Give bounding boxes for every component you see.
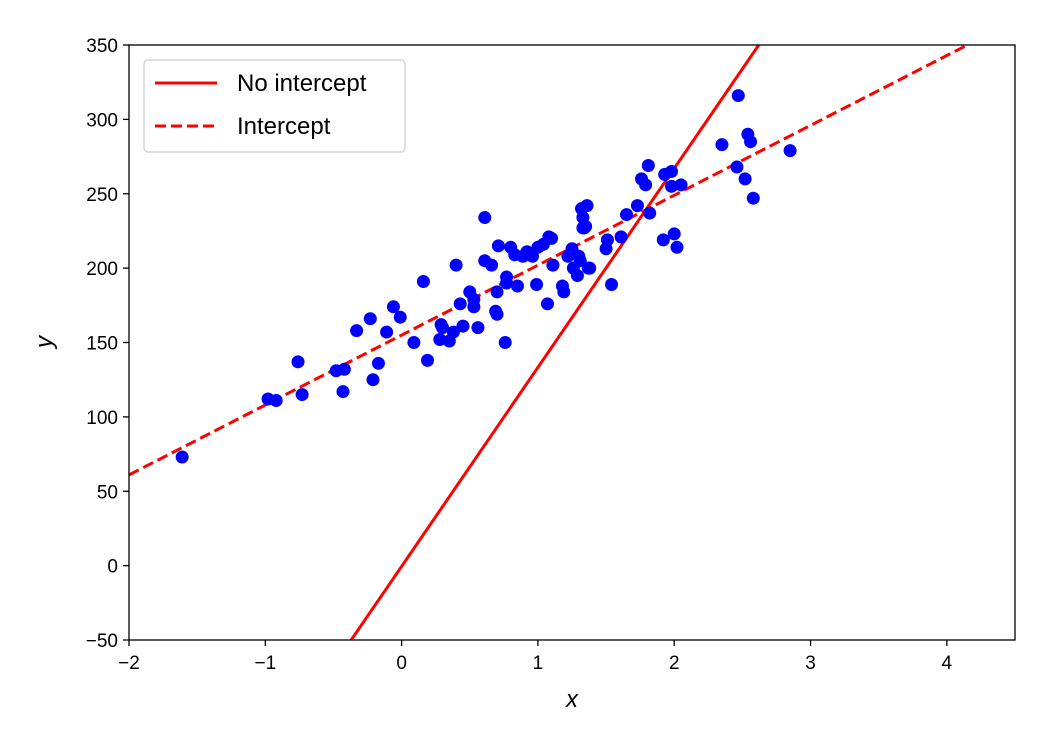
data-point bbox=[485, 258, 499, 272]
data-point bbox=[738, 172, 752, 186]
data-point bbox=[583, 261, 597, 275]
data-point bbox=[366, 373, 380, 387]
data-point bbox=[175, 450, 189, 464]
data-point bbox=[545, 231, 559, 245]
data-point bbox=[667, 227, 681, 241]
y-axis: −50 0 50 100 150 200 250 300 350 bbox=[86, 36, 129, 652]
data-point bbox=[446, 325, 460, 339]
data-point bbox=[579, 219, 593, 233]
y-tick-label: 300 bbox=[86, 110, 118, 131]
data-point bbox=[436, 321, 450, 335]
data-point bbox=[393, 310, 407, 324]
data-point bbox=[614, 230, 628, 244]
x-tick-label: 4 bbox=[942, 653, 953, 674]
legend: No intercept Intercept bbox=[143, 59, 406, 153]
data-point bbox=[530, 277, 544, 291]
data-point bbox=[386, 300, 400, 314]
x-tick-label: 1 bbox=[533, 653, 544, 674]
x-tick-label: 3 bbox=[805, 653, 816, 674]
data-point bbox=[570, 269, 584, 283]
data-point bbox=[467, 300, 481, 314]
regression-lines bbox=[129, 45, 968, 640]
data-point bbox=[605, 277, 619, 291]
data-point bbox=[433, 333, 447, 347]
y-tick-label: 50 bbox=[97, 482, 118, 503]
data-point bbox=[498, 336, 512, 349]
data-point bbox=[291, 355, 305, 369]
legend-label-no-intercept: No intercept bbox=[237, 70, 367, 97]
y-tick-label: −50 bbox=[86, 631, 118, 652]
data-point bbox=[416, 275, 430, 289]
data-point bbox=[670, 240, 684, 254]
data-point bbox=[731, 89, 745, 103]
data-point bbox=[478, 211, 492, 225]
data-point bbox=[350, 324, 364, 338]
data-point bbox=[643, 206, 657, 220]
data-point bbox=[471, 321, 485, 335]
data-point bbox=[665, 179, 679, 193]
data-point bbox=[337, 362, 351, 376]
regression-line-no-intercept bbox=[349, 45, 760, 640]
x-tick-label: −2 bbox=[118, 653, 140, 674]
data-point bbox=[380, 325, 394, 339]
data-point bbox=[630, 199, 644, 213]
x-axis-label: x bbox=[565, 686, 579, 713]
data-point bbox=[600, 233, 614, 247]
data-point bbox=[641, 158, 655, 172]
y-axis-label: y bbox=[31, 334, 58, 350]
data-point bbox=[546, 258, 560, 272]
data-point bbox=[295, 388, 309, 402]
x-tick-label: −1 bbox=[254, 653, 276, 674]
legend-label-intercept: Intercept bbox=[237, 113, 331, 140]
data-point bbox=[363, 312, 377, 326]
data-point bbox=[336, 385, 350, 399]
y-tick-label: 100 bbox=[86, 408, 118, 429]
data-point bbox=[730, 160, 744, 174]
data-point bbox=[407, 336, 421, 349]
data-point bbox=[620, 208, 634, 222]
y-tick-label: 350 bbox=[86, 36, 118, 57]
data-points bbox=[175, 89, 797, 464]
data-point bbox=[269, 394, 283, 408]
data-point bbox=[744, 135, 758, 149]
x-axis: −2 −1 0 1 2 3 4 bbox=[118, 640, 953, 674]
data-point bbox=[500, 276, 514, 290]
regression-line-intercept bbox=[129, 45, 968, 477]
data-point bbox=[540, 297, 554, 311]
data-point bbox=[453, 297, 467, 311]
data-point bbox=[746, 191, 760, 205]
data-point bbox=[580, 199, 594, 213]
data-point bbox=[371, 356, 385, 370]
data-point bbox=[449, 258, 463, 272]
y-tick-label: 200 bbox=[86, 259, 118, 280]
data-point bbox=[421, 353, 435, 367]
data-point bbox=[639, 178, 653, 192]
data-point bbox=[715, 138, 729, 152]
x-tick-label: 2 bbox=[669, 653, 680, 674]
data-point bbox=[456, 319, 470, 333]
data-point bbox=[674, 178, 688, 192]
data-point bbox=[510, 279, 524, 293]
data-point bbox=[557, 285, 571, 299]
data-point bbox=[490, 307, 504, 321]
y-tick-label: 150 bbox=[86, 334, 118, 355]
y-tick-label: 0 bbox=[107, 557, 118, 578]
y-tick-label: 250 bbox=[86, 185, 118, 206]
data-point bbox=[490, 285, 504, 299]
data-point bbox=[656, 233, 670, 247]
x-tick-label: 0 bbox=[396, 653, 407, 674]
data-point bbox=[491, 239, 505, 253]
data-point bbox=[665, 164, 679, 178]
data-point bbox=[783, 144, 797, 158]
